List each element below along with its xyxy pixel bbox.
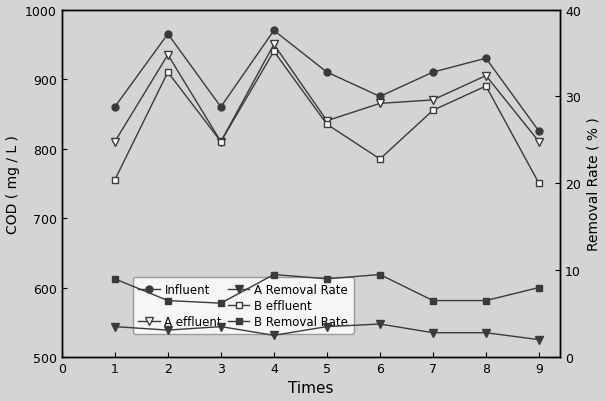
Line: Influent: Influent (112, 28, 542, 135)
Line: A effluent: A effluent (111, 41, 543, 146)
Line: B effluent: B effluent (112, 49, 542, 187)
Influent (482, 57, 490, 61)
Influent (217, 105, 224, 110)
B effluent (112, 178, 119, 183)
A Removal Rate (429, 330, 436, 335)
A Removal Rate (376, 322, 384, 327)
A effluent (217, 140, 224, 145)
A effluent (535, 140, 542, 145)
Influent (164, 32, 171, 37)
B effluent (164, 71, 171, 75)
B effluent (482, 84, 490, 89)
B effluent (323, 122, 330, 127)
A Removal Rate (323, 324, 330, 329)
B effluent (376, 157, 384, 162)
Y-axis label: Removal Rate ( % ): Removal Rate ( % ) (587, 117, 601, 251)
B effluent (217, 140, 224, 145)
Line: A Removal Rate: A Removal Rate (111, 320, 543, 344)
Influent (112, 105, 119, 110)
Line: B Removal Rate: B Removal Rate (112, 271, 542, 307)
B Removal Rate (535, 286, 542, 290)
Influent (429, 71, 436, 75)
B Removal Rate (323, 277, 330, 282)
B Removal Rate (217, 301, 224, 306)
A effluent (112, 140, 119, 145)
A Removal Rate (270, 333, 278, 338)
A effluent (164, 53, 171, 58)
B effluent (270, 50, 278, 55)
Influent (323, 71, 330, 75)
A Removal Rate (164, 328, 171, 333)
A Removal Rate (112, 324, 119, 329)
Y-axis label: COD ( mg / L ): COD ( mg / L ) (5, 134, 19, 233)
A effluent (429, 98, 436, 103)
B Removal Rate (482, 298, 490, 303)
A Removal Rate (535, 337, 542, 342)
B Removal Rate (164, 298, 171, 303)
A effluent (323, 119, 330, 124)
Legend: Influent, , A effluent, A Removal Rate, B effluent, B Removal Rate: Influent, , A effluent, A Removal Rate, … (133, 277, 354, 334)
A Removal Rate (217, 324, 224, 329)
B Removal Rate (270, 272, 278, 277)
A effluent (270, 43, 278, 48)
A effluent (376, 102, 384, 107)
Influent (270, 29, 278, 34)
B Removal Rate (376, 272, 384, 277)
Influent (376, 95, 384, 99)
A effluent (482, 74, 490, 79)
X-axis label: Times: Times (288, 381, 334, 395)
B effluent (535, 181, 542, 186)
B effluent (429, 109, 436, 113)
A Removal Rate (482, 330, 490, 335)
B Removal Rate (112, 277, 119, 282)
B Removal Rate (429, 298, 436, 303)
Influent (535, 130, 542, 134)
